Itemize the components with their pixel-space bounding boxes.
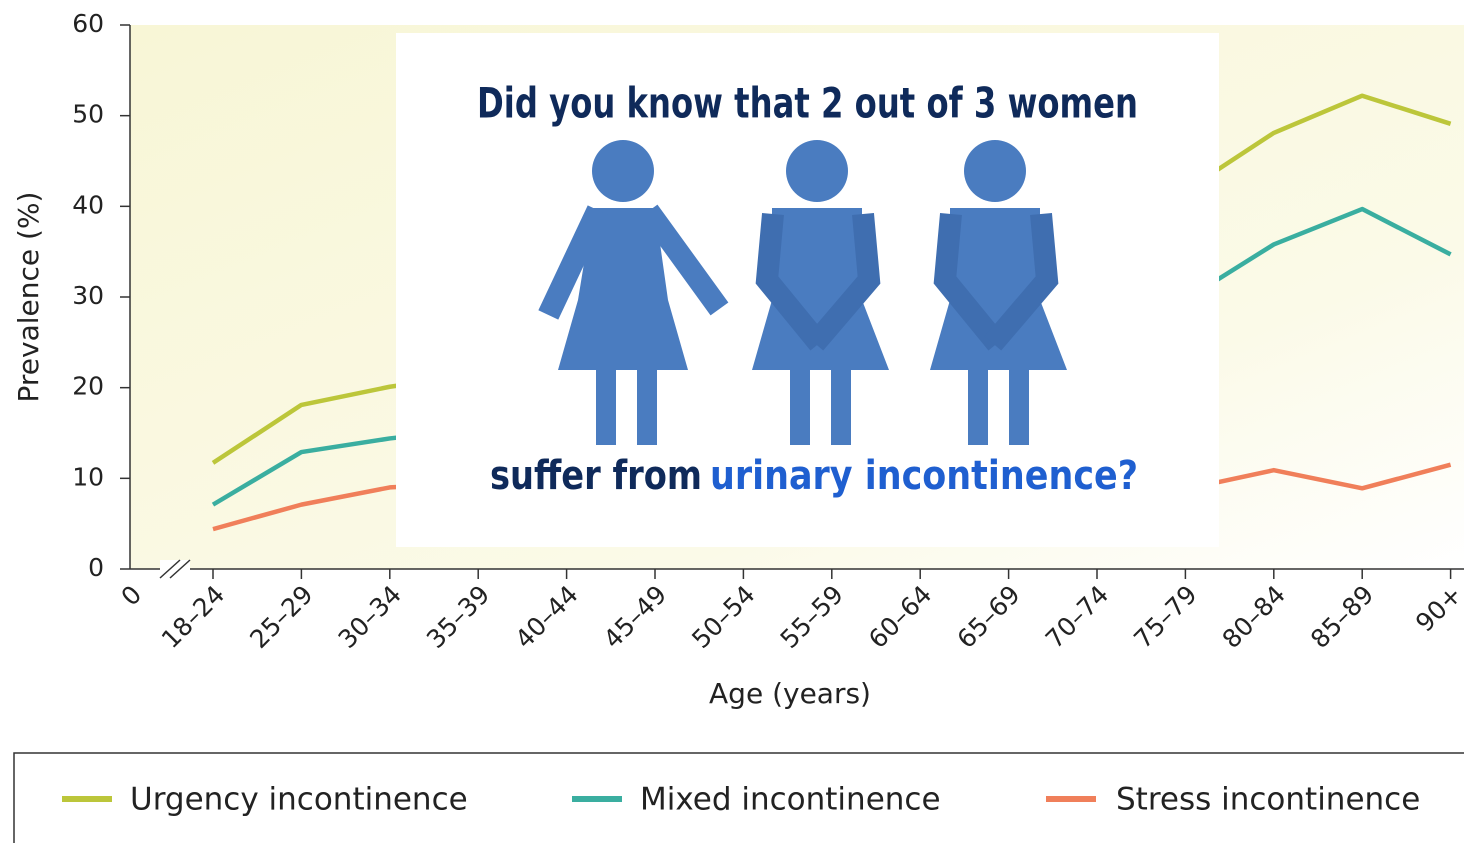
overlay-infographic: Did you know that 2 out of 3 women suffe… bbox=[396, 33, 1219, 547]
subline: suffer from bbox=[490, 453, 702, 499]
legend-label: Urgency incontinence bbox=[130, 782, 468, 818]
legend-label: Mixed incontinence bbox=[640, 782, 941, 818]
subline-emphasis: urinary incontinence? bbox=[710, 453, 1138, 499]
x-tick-label: 60–64 bbox=[863, 580, 937, 654]
x-tick-label: 85–89 bbox=[1305, 580, 1379, 654]
legend: Urgency incontinence Mixed incontinence St… bbox=[62, 782, 1420, 818]
x-tick-label: 35–39 bbox=[421, 580, 495, 654]
x-tick-label: 65–69 bbox=[951, 580, 1025, 654]
y-tick-label: 30 bbox=[72, 281, 104, 310]
y-tick-label: 20 bbox=[72, 372, 104, 401]
x-tick-label: 90+ bbox=[1410, 580, 1464, 638]
x-tick-label: 25–29 bbox=[244, 580, 318, 654]
headline: Did you know that 2 out of 3 women bbox=[477, 79, 1138, 128]
x-tick-label: 80–84 bbox=[1217, 580, 1291, 654]
y-tick-label: 0 bbox=[88, 553, 104, 582]
y-tick-label: 50 bbox=[72, 100, 104, 129]
x-tick-label: 75–79 bbox=[1128, 580, 1202, 654]
x-axis-label: Age (years) bbox=[709, 677, 871, 710]
y-axis-label: Prevalence (%) bbox=[12, 192, 45, 403]
x-tick-label: 40–44 bbox=[509, 580, 583, 654]
x-tick-label: 45–49 bbox=[598, 580, 672, 654]
y-tick-label: 40 bbox=[72, 190, 104, 219]
chart: 0 10 20 30 40 50 60 0 18–2425–2930–3435–3940–444… bbox=[0, 0, 1464, 843]
x-tick-label: 30–34 bbox=[333, 580, 407, 654]
x-tick-label: 50–54 bbox=[686, 580, 760, 654]
y-tick-label: 10 bbox=[72, 462, 104, 491]
x-tick-label: 18–24 bbox=[156, 580, 230, 654]
x-tick-label: 55–59 bbox=[775, 580, 849, 654]
y-tick-label: 60 bbox=[72, 9, 104, 38]
x-tick-label: 70–74 bbox=[1040, 580, 1114, 654]
legend-label: Stress incontinence bbox=[1116, 782, 1420, 818]
x-tick-label: 0 bbox=[115, 580, 147, 612]
axis-break bbox=[160, 560, 190, 578]
